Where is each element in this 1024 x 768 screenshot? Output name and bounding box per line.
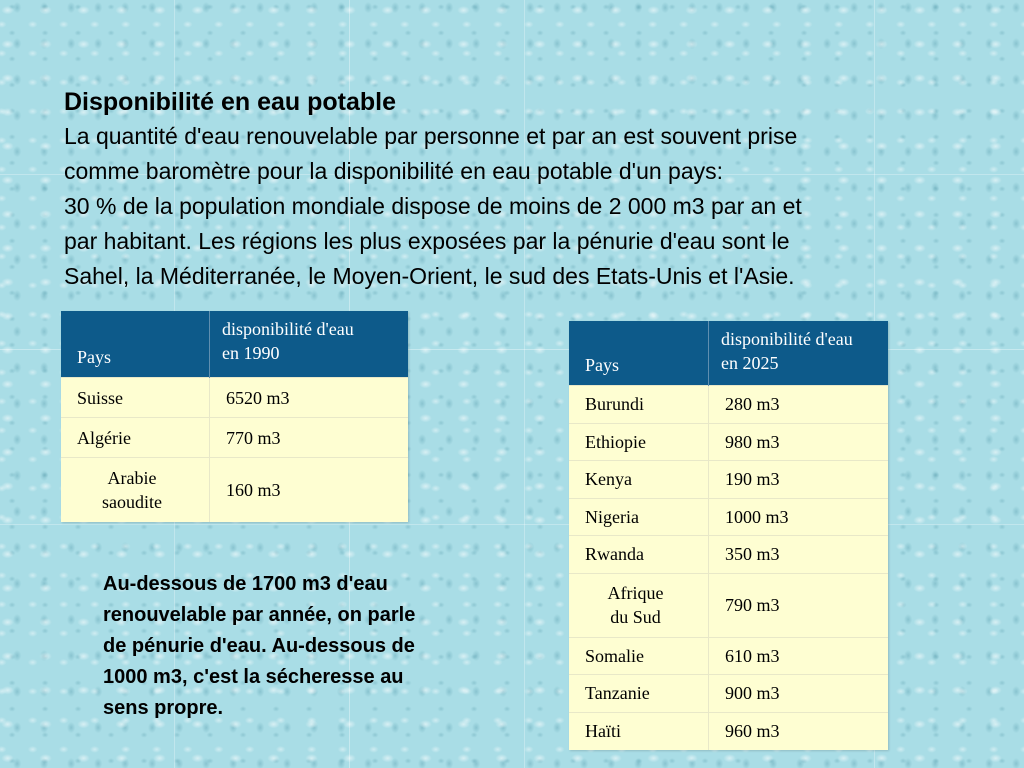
country-cell: Burundi [569,385,709,423]
value-cell: 6520 m3 [209,377,408,418]
country-cell: Ethiopie [569,422,709,461]
value-cell: 350 m3 [708,535,888,573]
page-title: Disponibilité en eau potable [64,88,396,116]
intro-section: Disponibilité en eau potable La quantité… [64,86,994,294]
country-cell: Algérie [61,417,210,458]
value-cell: 160 m3 [209,457,408,522]
note-line: 1000 m3, c'est la sécheresse au [103,666,404,688]
table-row: Ethiopie 980 m3 [569,422,888,461]
country-line: Afrique [607,583,664,603]
intro-line: 30 % de la population mondiale dispose d… [64,193,802,219]
intro-line: comme baromètre pour la disponibilité en… [64,158,724,184]
shortage-note: Au-dessous de 1700 m3 d'eau renouvelable… [103,569,513,724]
background-grid-line [524,0,525,768]
country-cell: Tanzanie [569,674,709,712]
table-row: Afrique du Sud 790 m3 [569,572,888,637]
note-line: renouvelable par année, on parle [103,604,416,626]
country-cell: Arabie saoudite [61,457,210,522]
header-availability: disponibilité d'eau en 1990 [209,311,408,378]
header-availability-line: en 1990 [222,343,280,363]
value-cell: 980 m3 [708,422,888,461]
note-line: Au-dessous de 1700 m3 d'eau [103,573,388,595]
country-cell: Nigeria [569,497,709,536]
country-cell: Haïti [569,711,709,750]
country-line: du Sud [610,607,661,627]
value-cell: 1000 m3 [708,497,888,536]
water-availability-1990-table: Pays disponibilité d'eau en 1990 Suisse … [61,311,408,522]
header-country: Pays [569,321,709,386]
country-cell: Kenya [569,460,709,498]
table-header-row: Pays disponibilité d'eau en 1990 [61,311,408,378]
intro-line: La quantité d'eau renouvelable par perso… [64,123,798,149]
background-grid-line [0,524,1024,525]
value-cell: 960 m3 [708,711,888,750]
country-cell: Rwanda [569,535,709,573]
table-row: Suisse 6520 m3 [61,377,408,418]
country-cell: Suisse [61,377,210,418]
table-row: Kenya 190 m3 [569,460,888,498]
table-row: Somalie 610 m3 [569,636,888,675]
table-row: Burundi 280 m3 [569,385,888,423]
intro-line: Sahel, la Méditerranée, le Moyen-Orient,… [64,263,795,289]
country-line: saoudite [102,491,162,512]
header-availability: disponibilité d'eau en 2025 [708,321,888,386]
country-cell: Afrique du Sud [569,572,709,637]
table-row: Rwanda 350 m3 [569,535,888,573]
header-availability-line: en 2025 [721,353,779,373]
value-cell: 190 m3 [708,460,888,498]
table-row: Nigeria 1000 m3 [569,497,888,536]
table-row: Arabie saoudite 160 m3 [61,457,408,522]
table-row: Tanzanie 900 m3 [569,674,888,712]
value-cell: 790 m3 [708,572,888,637]
intro-line: par habitant. Les régions les plus expos… [64,228,790,254]
note-line: de pénurie d'eau. Au-dessous de [103,635,415,657]
table-row: Haïti 960 m3 [569,711,888,750]
value-cell: 610 m3 [708,636,888,675]
header-availability-line: disponibilité d'eau [721,329,853,349]
value-cell: 900 m3 [708,674,888,712]
value-cell: 770 m3 [209,417,408,458]
note-line: sens propre. [103,697,224,719]
background-grid-line [0,174,1024,175]
header-country: Pays [61,311,210,378]
water-availability-2025-table: Pays disponibilité d'eau en 2025 Burundi… [569,321,888,750]
header-availability-line: disponibilité d'eau [222,319,354,339]
table-row: Algérie 770 m3 [61,417,408,458]
value-cell: 280 m3 [708,385,888,423]
table-header-row: Pays disponibilité d'eau en 2025 [569,321,888,386]
country-cell: Somalie [569,636,709,675]
country-line: Arabie [107,467,157,488]
